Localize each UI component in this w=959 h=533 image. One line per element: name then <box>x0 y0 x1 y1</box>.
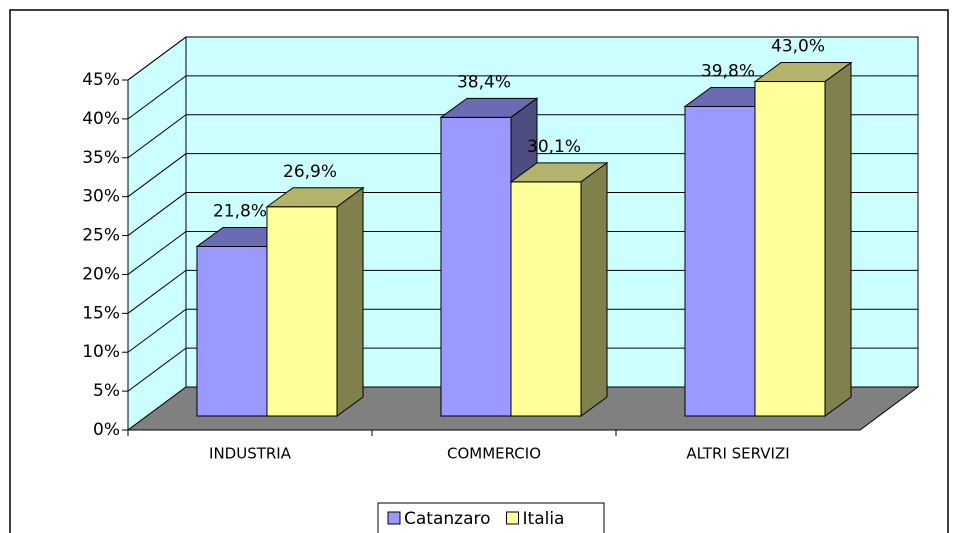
legend-swatch <box>506 511 520 525</box>
legend-box <box>377 502 605 533</box>
grid-line <box>127 230 918 275</box>
data-label: 21,8% <box>213 201 267 221</box>
data-label: 30,1% <box>527 137 581 157</box>
y-tick-label: 25% <box>82 226 120 246</box>
grid-line <box>127 269 918 314</box>
legend-label: Italia <box>523 509 565 529</box>
grid-line <box>127 36 918 81</box>
legend-label: Catanzaro <box>404 509 491 529</box>
data-label: 26,9% <box>283 162 337 182</box>
y-tick-label: 35% <box>82 148 120 168</box>
y-tick-label: 30% <box>82 187 120 207</box>
y-tick-label: 5% <box>93 381 120 401</box>
bar-front <box>510 181 582 417</box>
grid-line <box>127 308 918 353</box>
side-wall <box>127 36 187 431</box>
bar-front <box>440 116 512 417</box>
data-label: 38,4% <box>457 72 511 92</box>
y-tick-label: 10% <box>82 342 120 362</box>
bar-side <box>580 161 608 417</box>
y-tick-label: 40% <box>82 109 120 129</box>
grid-line <box>127 114 918 159</box>
bar <box>265 186 365 417</box>
y-tick-label: 20% <box>82 264 120 284</box>
bar-side <box>336 186 364 417</box>
bar-front <box>684 105 756 417</box>
bar-front <box>266 206 338 417</box>
bar <box>509 161 609 417</box>
grid-line <box>127 75 918 120</box>
bar <box>753 61 853 417</box>
data-label: 39,8% <box>701 61 755 81</box>
y-tick-label: 15% <box>82 303 120 323</box>
legend-swatch <box>387 511 401 525</box>
bar-front <box>196 245 268 417</box>
data-label: 43,0% <box>771 37 825 57</box>
y-tick-label: 0% <box>93 420 120 440</box>
y-tick-label: 45% <box>82 70 120 90</box>
x-tick-label: COMMERCIO <box>447 445 541 463</box>
x-tick-label: INDUSTRIA <box>209 445 292 463</box>
grid-line <box>127 153 918 198</box>
bar-front <box>754 81 826 417</box>
bar-side <box>824 61 852 417</box>
legend: Catanzaro Italia <box>377 502 605 533</box>
grid-line <box>127 192 918 236</box>
grid-line <box>127 347 918 392</box>
x-tick-label: ALTRI SERVIZI <box>686 445 789 463</box>
